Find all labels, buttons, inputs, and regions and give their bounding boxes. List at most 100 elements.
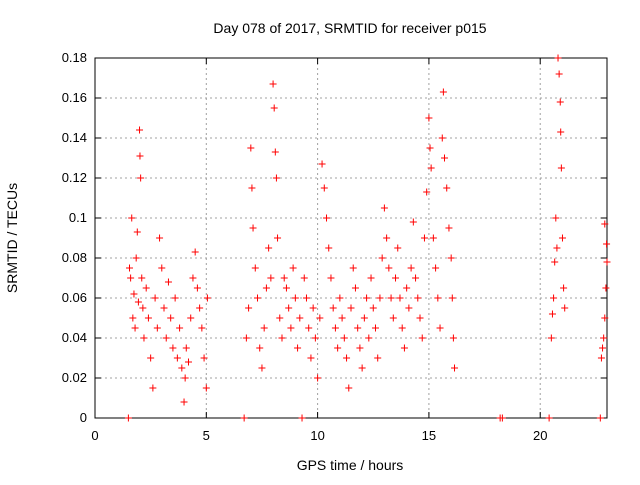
y-tick-label: 0.04 <box>62 330 87 345</box>
data-point <box>426 144 434 152</box>
data-point <box>153 324 161 332</box>
x-axis-label: GPS time / hours <box>297 457 404 473</box>
data-point <box>600 334 608 342</box>
y-tick-label: 0.06 <box>62 290 87 305</box>
data-point <box>294 344 302 352</box>
data-point <box>302 294 310 302</box>
data-point <box>316 314 324 322</box>
data-point <box>307 354 315 362</box>
data-point <box>351 284 359 292</box>
data-point <box>550 294 558 302</box>
data-point <box>429 234 437 242</box>
data-point <box>403 284 411 292</box>
data-point <box>599 344 607 352</box>
data-point <box>178 364 186 372</box>
y-tick-label: 0.1 <box>69 210 87 225</box>
data-point <box>354 324 362 332</box>
data-point <box>445 224 453 232</box>
chart-title: Day 078 of 2017, SRMTID for receiver p01… <box>213 20 486 36</box>
data-point <box>554 54 562 62</box>
data-point <box>498 414 506 422</box>
data-point <box>260 324 268 332</box>
data-point <box>439 88 447 96</box>
data-point <box>248 184 256 192</box>
data-point <box>276 314 284 322</box>
y-tick-label: 0.08 <box>62 250 87 265</box>
data-point <box>378 254 386 262</box>
data-point <box>371 324 379 332</box>
data-point <box>374 354 382 362</box>
y-tick-label: 0.18 <box>62 50 87 65</box>
data-point <box>365 334 373 342</box>
data-point <box>289 264 297 272</box>
data-point <box>334 344 342 352</box>
y-tick-label: 0 <box>80 410 87 425</box>
data-point <box>360 314 368 322</box>
data-point <box>394 244 402 252</box>
y-tick-label: 0.16 <box>62 90 87 105</box>
data-point <box>314 374 322 382</box>
data-point <box>601 314 609 322</box>
data-point <box>414 294 422 302</box>
data-point <box>325 244 333 252</box>
data-point <box>138 274 146 282</box>
data-point <box>436 324 444 332</box>
data-point <box>311 334 319 342</box>
data-point <box>443 184 451 192</box>
data-point <box>423 188 431 196</box>
data-point <box>129 314 137 322</box>
data-point <box>555 70 563 78</box>
x-tick-label: 15 <box>422 428 436 443</box>
data-point <box>438 134 446 142</box>
data-point <box>258 364 266 372</box>
data-point <box>133 228 141 236</box>
data-point <box>282 284 290 292</box>
data-point <box>240 414 248 422</box>
data-point <box>552 214 560 222</box>
axes-ticks: 0 0.02 0.04 0.06 0.08 0.1 0.12 0.14 0.16 0.18 0 5 10… <box>62 50 607 443</box>
data-point <box>187 314 195 322</box>
data-point <box>545 414 553 422</box>
x-tick-label: 5 <box>203 428 210 443</box>
data-point <box>603 258 611 266</box>
plot-frame <box>94 57 608 419</box>
data-point <box>137 174 145 182</box>
data-point <box>432 264 440 272</box>
data-point <box>418 334 426 342</box>
data-point <box>124 414 132 422</box>
data-point <box>560 284 568 292</box>
data-point <box>356 344 364 352</box>
data-point <box>363 294 371 302</box>
data-point <box>296 314 304 322</box>
data-point <box>156 234 164 242</box>
data-point <box>358 364 366 372</box>
data-point <box>251 264 259 272</box>
data-point <box>405 304 413 312</box>
data-point <box>287 324 295 332</box>
data-point <box>265 244 273 252</box>
data-point <box>171 294 179 302</box>
data-point <box>557 128 565 136</box>
data-point <box>272 174 280 182</box>
data-point <box>602 284 610 292</box>
data-point <box>323 214 331 222</box>
data-point <box>392 274 400 282</box>
data-point <box>369 304 377 312</box>
y-tick-label: 0.14 <box>62 130 87 145</box>
data-point <box>389 314 397 322</box>
data-point <box>340 334 348 342</box>
data-point <box>601 220 609 228</box>
data-point <box>551 258 559 266</box>
data-point <box>318 160 326 168</box>
data-point <box>398 324 406 332</box>
data-point <box>387 294 395 302</box>
data-point <box>181 374 189 382</box>
data-point <box>127 274 135 282</box>
y-tick-label: 0.12 <box>62 170 87 185</box>
data-point <box>136 126 144 134</box>
grid <box>95 58 607 418</box>
data-point <box>126 264 134 272</box>
data-point <box>331 324 339 332</box>
data-point <box>383 234 391 242</box>
data-point <box>247 144 255 152</box>
